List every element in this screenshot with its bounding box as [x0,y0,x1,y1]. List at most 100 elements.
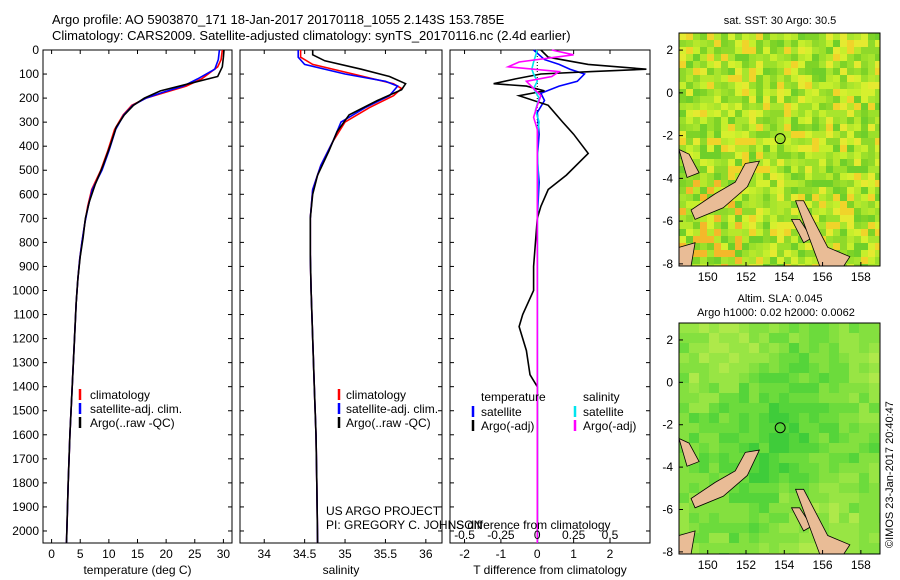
sla-map-cell [709,543,719,553]
sst-map-cell [735,194,742,201]
sst-map-cell [854,75,861,82]
sla-map-cell [699,383,709,393]
sst-map-cell [728,145,735,152]
sst-map-cell [805,243,812,250]
temperature-legend-label: Argo(..raw -QC) [90,416,175,430]
sst-map-cell [707,250,714,257]
sla-map-cell [729,353,739,363]
sst-map-cell [700,187,707,194]
sst-map-cell [763,201,770,208]
sst-map-cell [784,40,791,47]
sst-map-cell [819,75,826,82]
sla-map-cell [829,353,839,363]
sst-map-cell [819,82,826,89]
sst-map-cell [742,68,749,75]
sla-map-cell [719,443,729,453]
sst-map-cell [763,236,770,243]
sst-map-cell [861,89,868,96]
sst-map-cell [819,40,826,47]
sla-map-cell [829,513,839,523]
sla-map-cell [749,473,759,483]
sst-map-cell [707,264,714,266]
sst-map-cell [840,159,847,166]
sst-map-cell [735,208,742,215]
sla-map-cell [719,503,729,513]
sla-map-cell [849,393,859,403]
sst-map-cell [735,103,742,110]
sst-map-cell [791,201,798,208]
sst-map-cell [812,145,819,152]
sst-map-cell [791,145,798,152]
sst-map-cell [847,250,854,257]
sla-argo-location-marker [774,422,786,434]
difference-s-tick-label: 0.5 [602,528,619,542]
sst-map-cell [805,110,812,117]
sla-map-cell [819,323,829,333]
sst-map-cell [833,194,840,201]
sst-map-cell [826,222,833,229]
sla-map-cell [819,383,829,393]
sla-map-cell [779,443,789,453]
sst-map-cell [763,54,770,61]
sst-map-cell [749,47,756,54]
sla-map-cell [689,543,699,553]
sst-map-cell [749,89,756,96]
sst-map-cell [819,131,826,138]
sst-map-cell [805,257,812,264]
sla-map-cell [769,473,779,483]
sst-map-cell [861,250,868,257]
sst-map-cell [735,96,742,103]
sst-map-cell [700,75,707,82]
sst-map-cell [826,159,833,166]
sst-map-cell [728,110,735,117]
sla-map-cell [769,343,779,353]
sst-map-cell [791,187,798,194]
sst-map-cell [693,257,700,264]
sst-map-cell [756,180,763,187]
sla-map-cell [869,533,879,543]
sst-map-cell [763,152,770,159]
sla-map-cell [729,503,739,513]
sst-map-cell [707,215,714,222]
sla-map-cell [729,533,739,543]
sla-map-cell [849,453,859,463]
sst-map-cell [679,173,686,180]
sst-map-cell [707,173,714,180]
sla-map-cell [759,463,769,473]
header-line-2: Climatology: CARS2009. Satellite-adjuste… [52,28,571,43]
sst-map-cell [763,138,770,145]
sst-map-cell [777,236,784,243]
sst-map-cell [686,180,693,187]
sst-map-cell [721,68,728,75]
sla-map-cell [749,393,759,403]
sst-map-cell [742,110,749,117]
sst-map-cell [868,96,875,103]
sst-map-cell [847,40,854,47]
sst-map-cell [679,187,686,194]
sla-map-cell [829,463,839,473]
sst-map-cell [812,54,819,61]
sst-map-cell [777,54,784,61]
sla-map-cell [739,323,749,333]
sst-map-cell [749,215,756,222]
sst-map-cell [861,243,868,250]
sst-map-cell [819,61,826,68]
sst-map-cell [693,159,700,166]
sst-map-cell [798,33,805,40]
sla-map-cell [819,463,829,473]
sla-map-cell [869,353,879,363]
sst-map-cell [735,264,742,266]
sla-map-cell [779,483,789,493]
sst-map-cell [714,75,721,82]
sst-map-cell [763,173,770,180]
sst-map-cell [847,208,854,215]
sst-map-cell [749,264,756,266]
sst-map-cell [749,187,756,194]
temperature-legend-label: satellite-adj. clim. [90,402,182,416]
sst-map-cell [826,131,833,138]
sst-map-cell [847,96,854,103]
sst-map-cell [749,236,756,243]
sst-map-cell [693,61,700,68]
sla-map-cell [849,363,859,373]
sst-map-cell [777,257,784,264]
